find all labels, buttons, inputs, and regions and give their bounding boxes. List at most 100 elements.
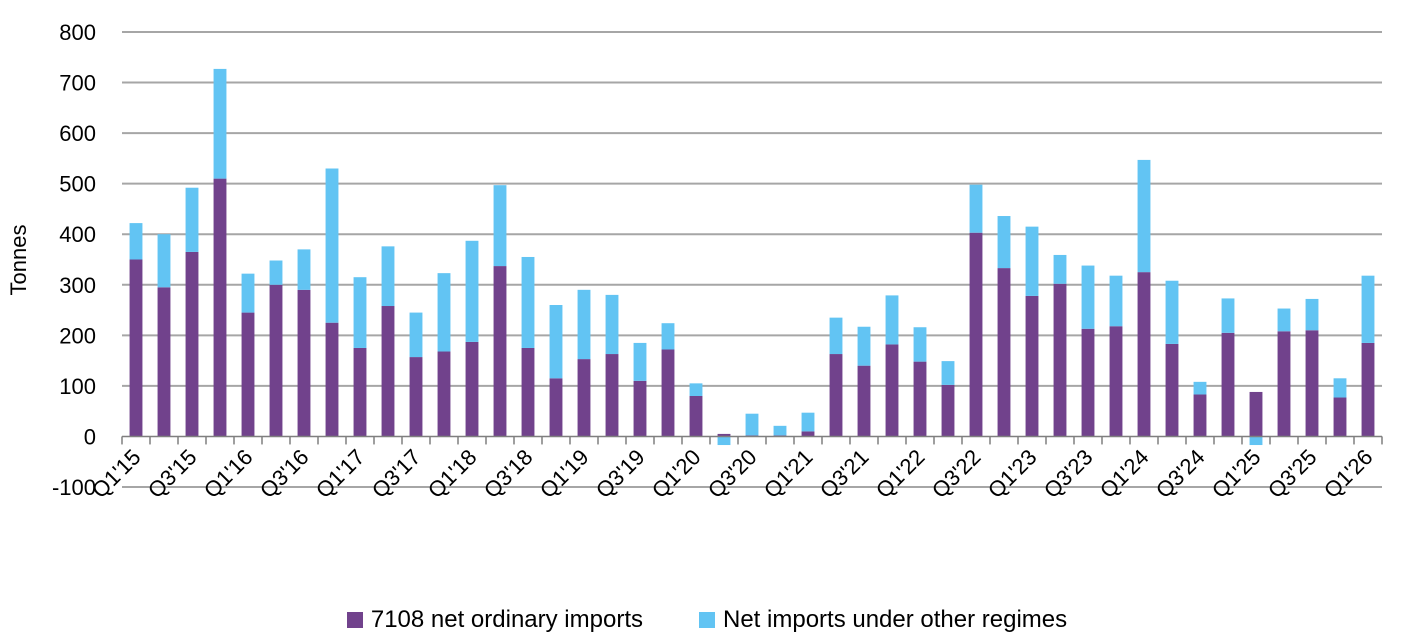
bar-other-regimes: [913, 327, 927, 362]
x-tick-label: Q1'18: [423, 444, 482, 503]
bar-other-regimes: [437, 273, 451, 352]
bar-ordinary: [521, 347, 535, 437]
bar-ordinary: [689, 396, 703, 437]
bar-ordinary: [1249, 391, 1263, 437]
bar-ordinary: [353, 347, 367, 437]
bar-other-regimes: [969, 184, 983, 233]
bar-ordinary: [1193, 394, 1207, 437]
bar-ordinary: [157, 287, 171, 437]
bar-other-regimes: [717, 436, 731, 446]
bar-ordinary: [437, 351, 451, 437]
x-tick-label: Q3'21: [815, 444, 874, 503]
bar-other-regimes: [129, 223, 143, 260]
x-tick-label: Q1'22: [871, 444, 930, 503]
x-tick-label: Q1'21: [759, 444, 818, 503]
legend: 7108 net ordinary imports Net imports un…: [0, 602, 1414, 638]
bar-other-regimes: [353, 277, 367, 348]
bar-other-regimes: [1081, 265, 1095, 329]
y-tick-label: 300: [59, 273, 96, 298]
x-tick-labels: Q1'15Q3'15Q1'16Q3'16Q1'17Q3'17Q1'18Q3'18…: [87, 444, 1378, 503]
bar-ordinary: [577, 359, 591, 437]
legend-swatch-ordinary: [346, 612, 363, 628]
y-tick-label: 200: [59, 323, 96, 348]
bar-other-regimes: [745, 413, 759, 436]
x-tick-label: Q3'20: [703, 444, 762, 503]
bar-other-regimes: [1333, 378, 1347, 398]
bar-ordinary: [1361, 342, 1375, 437]
legend-item-ordinary: 7108 net ordinary imports: [346, 606, 643, 634]
bar-other-regimes: [941, 361, 955, 385]
bar-other-regimes: [213, 68, 227, 179]
bar-other-regimes: [633, 342, 647, 381]
bar-ordinary: [213, 178, 227, 437]
bar-ordinary: [409, 357, 423, 437]
bar-ordinary: [661, 349, 675, 437]
legend-label-other-regimes: Net imports under other regimes: [723, 606, 1068, 633]
x-tick-label: Q1'23: [983, 444, 1042, 503]
x-tick-label: Q1'25: [1207, 444, 1266, 503]
bar-ordinary: [913, 361, 927, 437]
bar-other-regimes: [521, 256, 535, 348]
bar-other-regimes: [465, 240, 479, 342]
y-tick-label: 400: [59, 222, 96, 247]
bar-ordinary: [1221, 332, 1235, 437]
y-axis-title: Tonnes: [6, 225, 31, 296]
bar-ordinary: [129, 259, 143, 437]
y-tick-label: -100: [52, 475, 96, 500]
bar-ordinary: [1277, 331, 1291, 437]
bar-other-regimes: [185, 187, 199, 252]
x-tick-label: Q3'23: [1039, 444, 1098, 503]
bar-other-regimes: [1249, 436, 1263, 446]
bar-chart: -100 0 100 200 300 400 500 600 700 800 Q1'15Q3'15…: [6, 20, 1383, 503]
bar-other-regimes: [577, 289, 591, 360]
bar-other-regimes: [885, 295, 899, 345]
bar-other-regimes: [689, 383, 703, 396]
bar-ordinary: [381, 306, 395, 437]
bar-other-regimes: [1053, 254, 1067, 284]
bar-ordinary: [885, 344, 899, 437]
bar-other-regimes: [157, 234, 171, 288]
bar-other-regimes: [857, 326, 871, 366]
bar-ordinary: [969, 232, 983, 437]
x-tick-label: Q1'19: [535, 444, 594, 503]
x-tick-label: Q3'19: [591, 444, 650, 503]
bar-other-regimes: [1193, 381, 1207, 395]
x-tick-label: Q1'20: [647, 444, 706, 503]
bar-other-regimes: [1109, 275, 1123, 327]
bar-other-regimes: [241, 273, 255, 313]
y-tick-label: 0: [84, 424, 96, 449]
bar-other-regimes: [1137, 159, 1151, 273]
bar-other-regimes: [605, 294, 619, 355]
bar-ordinary: [717, 433, 731, 437]
bar-other-regimes: [269, 260, 283, 285]
bar-ordinary: [1305, 330, 1319, 437]
bar-ordinary: [857, 365, 871, 437]
bar-ordinary: [829, 354, 843, 437]
bar-ordinary: [241, 312, 255, 437]
bar-other-regimes: [997, 216, 1011, 269]
y-tick-label: 700: [59, 71, 96, 96]
bar-ordinary: [801, 431, 815, 437]
bar-other-regimes: [297, 249, 311, 290]
bar-other-regimes: [829, 317, 843, 355]
x-tick-label: Q3'17: [367, 444, 426, 503]
x-tick-label: Q3'15: [143, 444, 202, 503]
bar-other-regimes: [1165, 280, 1179, 344]
x-tick-label: Q1'17: [311, 444, 370, 503]
y-tick-label: 600: [59, 121, 96, 146]
bar-ordinary: [941, 384, 955, 437]
y-tick-label: 100: [59, 374, 96, 399]
x-tick-label: Q1'16: [199, 444, 258, 503]
x-tick-label: Q3'25: [1263, 444, 1322, 503]
x-tick-label: Q3'22: [927, 444, 986, 503]
bar-ordinary: [297, 289, 311, 437]
bar-other-regimes: [409, 312, 423, 358]
x-tick-label: Q3'16: [255, 444, 314, 503]
x-tick-label: Q1'15: [87, 444, 146, 503]
bar-other-regimes: [381, 246, 395, 307]
bar-ordinary: [1109, 326, 1123, 437]
x-tick-label: Q3'24: [1151, 444, 1210, 503]
y-tick-label: 800: [59, 20, 96, 45]
bar-ordinary: [465, 341, 479, 437]
